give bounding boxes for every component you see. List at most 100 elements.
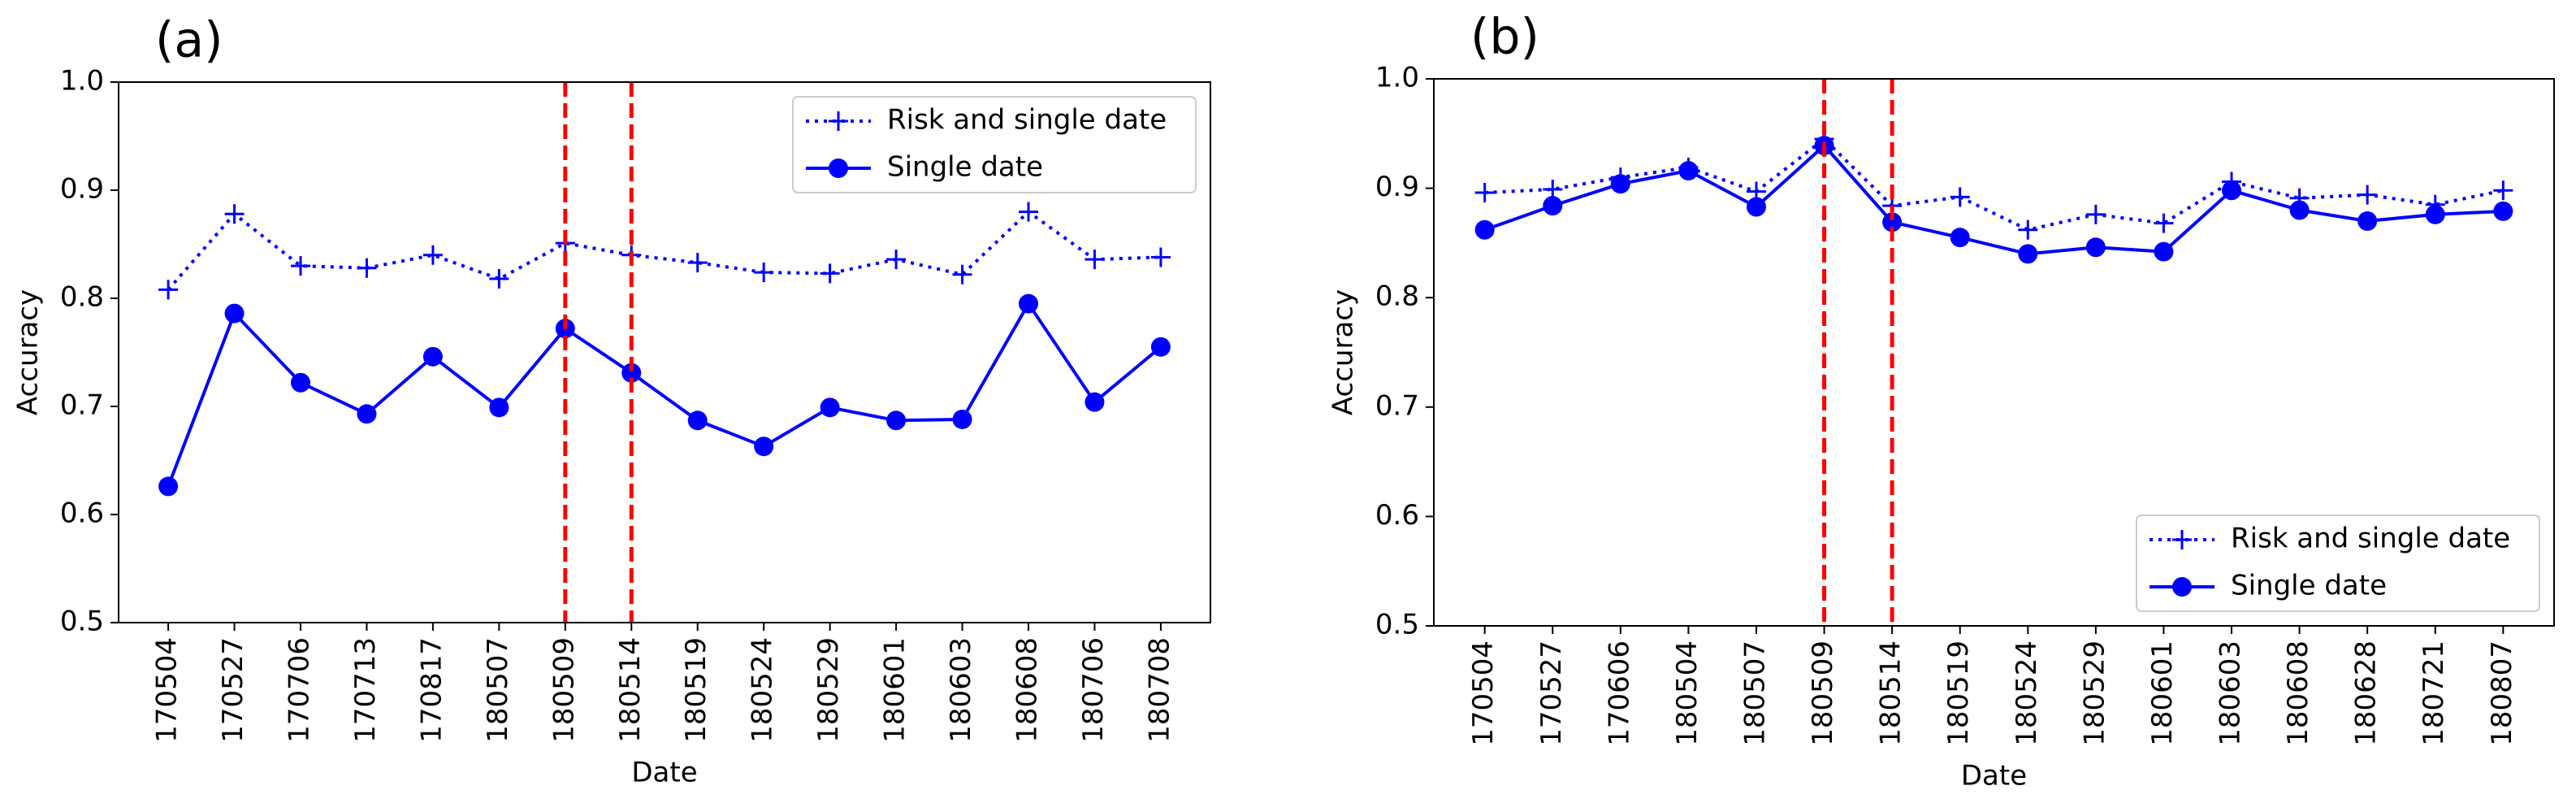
- x-tick-label: 180603: [2214, 640, 2247, 746]
- x-tick-label: 180509: [1807, 640, 1839, 746]
- x-tick-label: 180628: [2350, 640, 2383, 746]
- point: [1474, 219, 1495, 240]
- point: [1150, 337, 1171, 357]
- point: [291, 372, 310, 393]
- x-tick-label: 180603: [945, 637, 977, 743]
- point: [1746, 197, 1766, 217]
- point: [2018, 219, 2038, 240]
- point: [1678, 161, 1699, 181]
- x-tick-label: 180601: [2146, 640, 2179, 746]
- x-tick-label: 180514: [614, 637, 647, 743]
- panel: (a) 0.5 0.6 0.7 0.8 0.9 1.0 170504 170527 170706 1…: [12, 12, 1211, 789]
- x-tick-label: 180529: [812, 637, 845, 743]
- panel: (b) 0.5 0.6 0.7 0.8 0.9 1.0 170504 170527 170606 1…: [1327, 9, 2555, 792]
- point: [1610, 174, 1630, 194]
- y-tick-label: 1.0: [1375, 62, 1419, 94]
- point: [1150, 247, 1171, 267]
- x-tick-label: 180519: [680, 637, 712, 743]
- legend-label: Single date: [887, 151, 1043, 184]
- point: [2222, 180, 2242, 201]
- x-tick-label: 180524: [2011, 640, 2043, 746]
- x-tick-label: 180807: [2486, 640, 2518, 746]
- x-tick-label: 170527: [1535, 640, 1568, 746]
- point: [820, 263, 840, 284]
- legend-marker: [829, 158, 848, 178]
- legend-marker: [2172, 577, 2192, 597]
- point: [2085, 204, 2106, 224]
- x-tick-label: 180601: [879, 637, 911, 743]
- point: [952, 409, 972, 429]
- point: [2085, 237, 2106, 258]
- point: [754, 436, 774, 457]
- legend-marker: [829, 111, 848, 131]
- x-tick-label: 180721: [2418, 640, 2450, 746]
- legend-marker: [2172, 530, 2192, 549]
- point: [886, 250, 907, 270]
- point: [422, 346, 443, 367]
- point: [2289, 200, 2310, 220]
- panel-label: (a): [155, 12, 223, 69]
- point: [2154, 241, 2174, 262]
- point: [1950, 187, 1970, 207]
- x-tick-label: 180504: [1671, 640, 1704, 746]
- x-tick-label: 180529: [2078, 640, 2111, 746]
- point: [357, 404, 377, 424]
- x-tick-label: 180514: [1875, 640, 1907, 746]
- point: [820, 397, 840, 418]
- point: [158, 476, 179, 497]
- x-tick-label: 180507: [1738, 640, 1771, 746]
- x-tick-label: 170527: [217, 637, 249, 743]
- series-line: [167, 300, 1162, 488]
- point: [489, 397, 509, 418]
- x-tick-label: 180706: [1077, 637, 1110, 743]
- y-tick-label: 1.0: [60, 65, 104, 98]
- x-tick-label: 180708: [1143, 637, 1175, 743]
- x-tick-label: 180509: [548, 637, 580, 743]
- point: [621, 363, 642, 383]
- point: [1474, 182, 1495, 202]
- x-tick-label: 180519: [1942, 640, 1975, 746]
- x-tick-label: 180524: [747, 637, 779, 743]
- point: [1019, 202, 1038, 222]
- y-axis-label: Accuracy: [12, 289, 45, 415]
- x-tick-label: 170606: [1603, 640, 1635, 746]
- x-axis-label: Date: [1961, 760, 2027, 792]
- x-tick-label: 170504: [151, 637, 184, 743]
- y-tick-label: 0.5: [1375, 609, 1419, 641]
- series-line: [167, 210, 1161, 291]
- x-axis-label: Date: [631, 757, 697, 789]
- y-tick-label: 0.6: [1375, 499, 1419, 532]
- point: [2357, 211, 2378, 231]
- point: [1950, 228, 1970, 248]
- point: [754, 263, 774, 283]
- point: [2357, 185, 2378, 205]
- legend-label: Single date: [2231, 570, 2387, 602]
- point: [2493, 201, 2513, 221]
- y-tick-label: 0.5: [60, 606, 104, 638]
- point: [224, 303, 245, 323]
- point: [2493, 180, 2513, 201]
- x-tick-label: 170713: [349, 637, 382, 743]
- point: [1019, 293, 1038, 314]
- point: [1543, 179, 1563, 199]
- legend-box: [792, 96, 1197, 193]
- point: [2425, 204, 2445, 224]
- x-tick-label: 170504: [1467, 640, 1500, 746]
- plot-frame: [118, 81, 1211, 623]
- point: [2018, 244, 2038, 264]
- y-axis-label: Accuracy: [1327, 289, 1360, 415]
- x-tick-label: 170817: [415, 637, 448, 743]
- legend-box: [2136, 515, 2540, 612]
- x-tick-label: 180608: [1011, 637, 1044, 743]
- point: [1085, 250, 1105, 270]
- point: [687, 410, 708, 431]
- point: [952, 264, 972, 284]
- point: [2154, 213, 2174, 233]
- point: [1882, 212, 1903, 232]
- legend-label: Risk and single date: [887, 104, 1167, 137]
- y-tick-label: 0.7: [1375, 389, 1419, 422]
- x-tick-label: 180608: [2282, 640, 2314, 746]
- series-line: [1484, 137, 2504, 232]
- series-line: [1484, 143, 2504, 256]
